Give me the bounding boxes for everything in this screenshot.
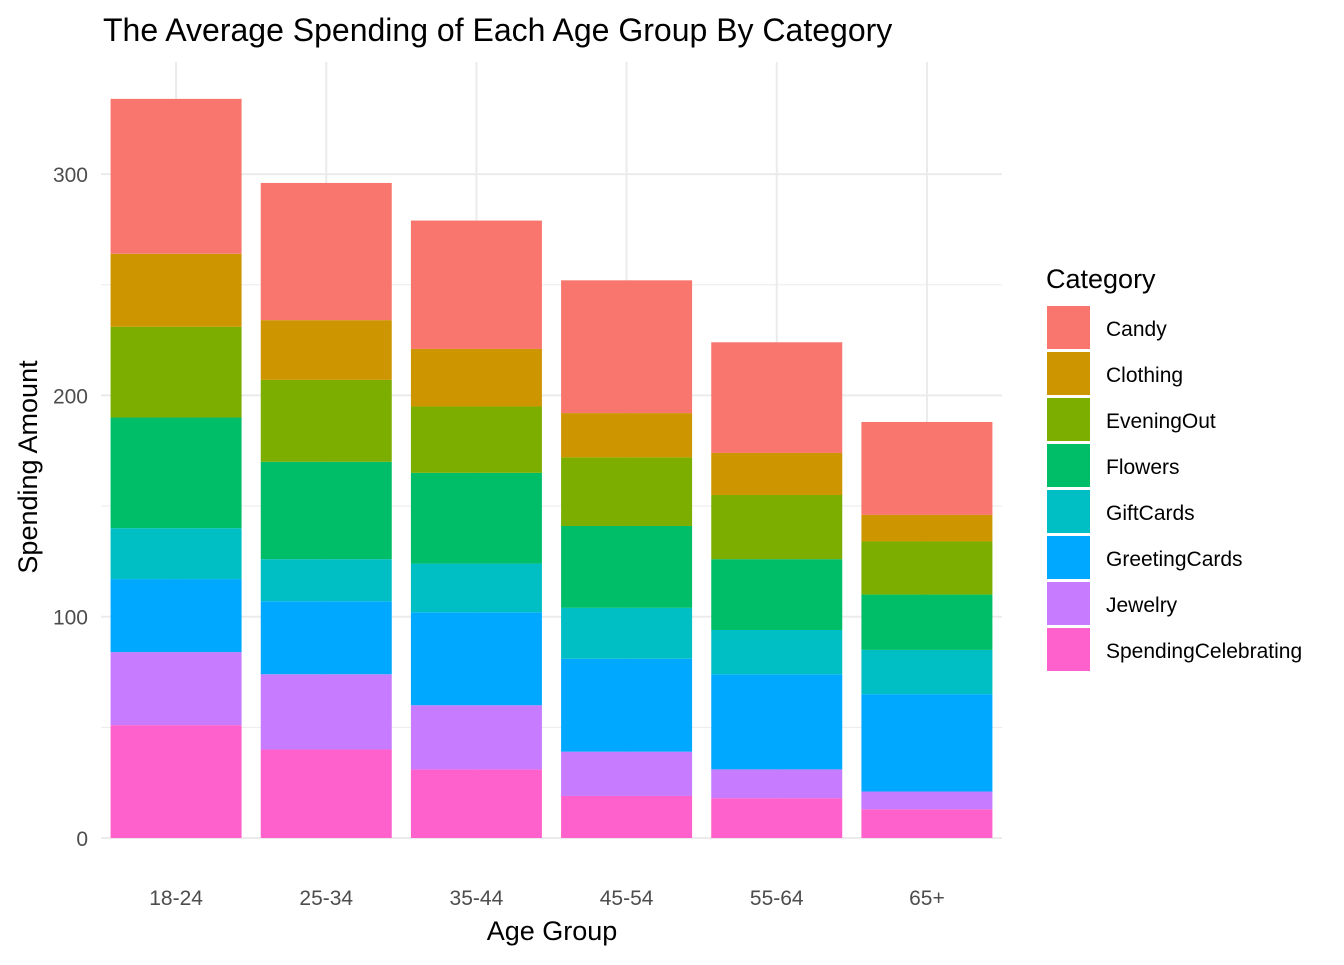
bar-segment-candy-45-54: [561, 280, 693, 414]
y-tick-label: 200: [53, 385, 88, 408]
legend-swatch-clothing: [1047, 352, 1090, 395]
bar-segment-spendingcelebrating-55-64: [711, 798, 843, 838]
bar-segment-eveningout-65+: [861, 541, 993, 595]
bar-segment-spendingcelebrating-18-24: [110, 725, 242, 838]
bar-segment-clothing-65+: [861, 514, 993, 542]
legend-swatch-candy: [1047, 306, 1090, 349]
bar-segment-jewelry-25-34: [260, 674, 392, 750]
bar-segment-eveningout-18-24: [110, 326, 242, 418]
bar-segment-flowers-25-34: [260, 461, 392, 560]
bars-layer: [110, 98, 993, 838]
legend-swatch-eveningout: [1047, 398, 1090, 441]
bar-segment-flowers-65+: [861, 594, 993, 650]
bar-segment-clothing-18-24: [110, 253, 242, 327]
bar-segment-giftcards-45-54: [561, 607, 693, 659]
bar-segment-spendingcelebrating-65+: [861, 809, 993, 838]
x-axis-title: Age Group: [487, 916, 618, 946]
y-tick-label: 0: [76, 828, 88, 851]
bar-segment-spendingcelebrating-45-54: [561, 795, 693, 838]
bar-segment-flowers-35-44: [410, 472, 542, 564]
legend-swatch-spendingcelebrating: [1047, 628, 1090, 671]
bar-segment-giftcards-18-24: [110, 528, 242, 580]
bar-segment-candy-55-64: [711, 342, 843, 453]
x-tick-label: 35-44: [450, 887, 504, 910]
x-tick-label: 45-54: [600, 887, 654, 910]
legend-title: Category: [1046, 264, 1156, 294]
legend-swatch-flowers: [1047, 444, 1090, 487]
y-tick-label: 300: [53, 164, 88, 187]
bar-segment-giftcards-55-64: [711, 629, 843, 675]
bar-segment-greetingcards-18-24: [110, 579, 242, 653]
bar-segment-greetingcards-25-34: [260, 601, 392, 675]
legend-swatch-giftcards: [1047, 490, 1090, 533]
bar-segment-clothing-45-54: [561, 413, 693, 458]
bar-segment-flowers-18-24: [110, 417, 242, 529]
bar-segment-jewelry-55-64: [711, 769, 843, 799]
bar-segment-candy-18-24: [110, 98, 242, 254]
x-tick-label: 65+: [909, 887, 945, 910]
bar-segment-eveningout-55-64: [711, 494, 843, 560]
bar-segment-clothing-35-44: [410, 348, 542, 407]
legend-label-candy: Candy: [1106, 318, 1167, 341]
legend-label-eveningout: EveningOut: [1106, 410, 1216, 433]
legend-label-greetingcards: GreetingCards: [1106, 548, 1243, 571]
bar-segment-jewelry-18-24: [110, 652, 242, 726]
axis-layer: 0 100 200 300 18-24 25-34 35-44 45-54 55-64 65+: [53, 164, 945, 910]
bar-segment-giftcards-65+: [861, 649, 993, 695]
legend-label-jewelry: Jewelry: [1106, 594, 1178, 617]
x-tick-label: 25-34: [299, 887, 353, 910]
bar-segment-candy-25-34: [260, 182, 392, 321]
bar-segment-jewelry-45-54: [561, 751, 693, 796]
legend-swatch-greetingcards: [1047, 536, 1090, 579]
legend-label-giftcards: GiftCards: [1106, 502, 1195, 525]
legend-items: Candy Clothing EveningOut Flowers GiftCards G…: [1047, 306, 1302, 671]
x-tick-label: 18-24: [149, 887, 203, 910]
y-tick-label: 100: [53, 607, 88, 630]
bar-segment-greetingcards-55-64: [711, 674, 843, 770]
legend-label-clothing: Clothing: [1106, 364, 1183, 387]
bar-segment-flowers-45-54: [561, 525, 693, 608]
bar-segment-eveningout-35-44: [410, 406, 542, 473]
bar-segment-spendingcelebrating-35-44: [410, 769, 542, 838]
bar-segment-greetingcards-45-54: [561, 658, 693, 752]
bar-segment-clothing-55-64: [711, 452, 843, 495]
bar-segment-flowers-55-64: [711, 559, 843, 630]
bar-segment-giftcards-35-44: [410, 563, 542, 613]
bar-segment-greetingcards-65+: [861, 694, 993, 792]
legend-label-flowers: Flowers: [1106, 456, 1180, 479]
bar-segment-jewelry-35-44: [410, 705, 542, 770]
legend-swatch-jewelry: [1047, 582, 1090, 625]
legend: Category Candy Clothing EveningOut Flowers G…: [1046, 264, 1302, 671]
bar-segment-eveningout-45-54: [561, 457, 693, 526]
bar-segment-greetingcards-35-44: [410, 612, 542, 706]
bar-segment-candy-35-44: [410, 220, 542, 349]
y-axis-title: Spending Amount: [13, 360, 43, 574]
chart-title: The Average Spending of Each Age Group B…: [103, 12, 892, 48]
x-tick-label: 55-64: [750, 887, 804, 910]
bar-segment-giftcards-25-34: [260, 559, 392, 602]
legend-label-spendingcelebrating: SpendingCelebrating: [1106, 640, 1302, 663]
bar-segment-candy-65+: [861, 421, 993, 515]
bar-segment-clothing-25-34: [260, 320, 392, 380]
bar-segment-jewelry-65+: [861, 791, 993, 810]
bar-segment-eveningout-25-34: [260, 379, 392, 462]
bar-segment-spendingcelebrating-25-34: [260, 749, 392, 838]
